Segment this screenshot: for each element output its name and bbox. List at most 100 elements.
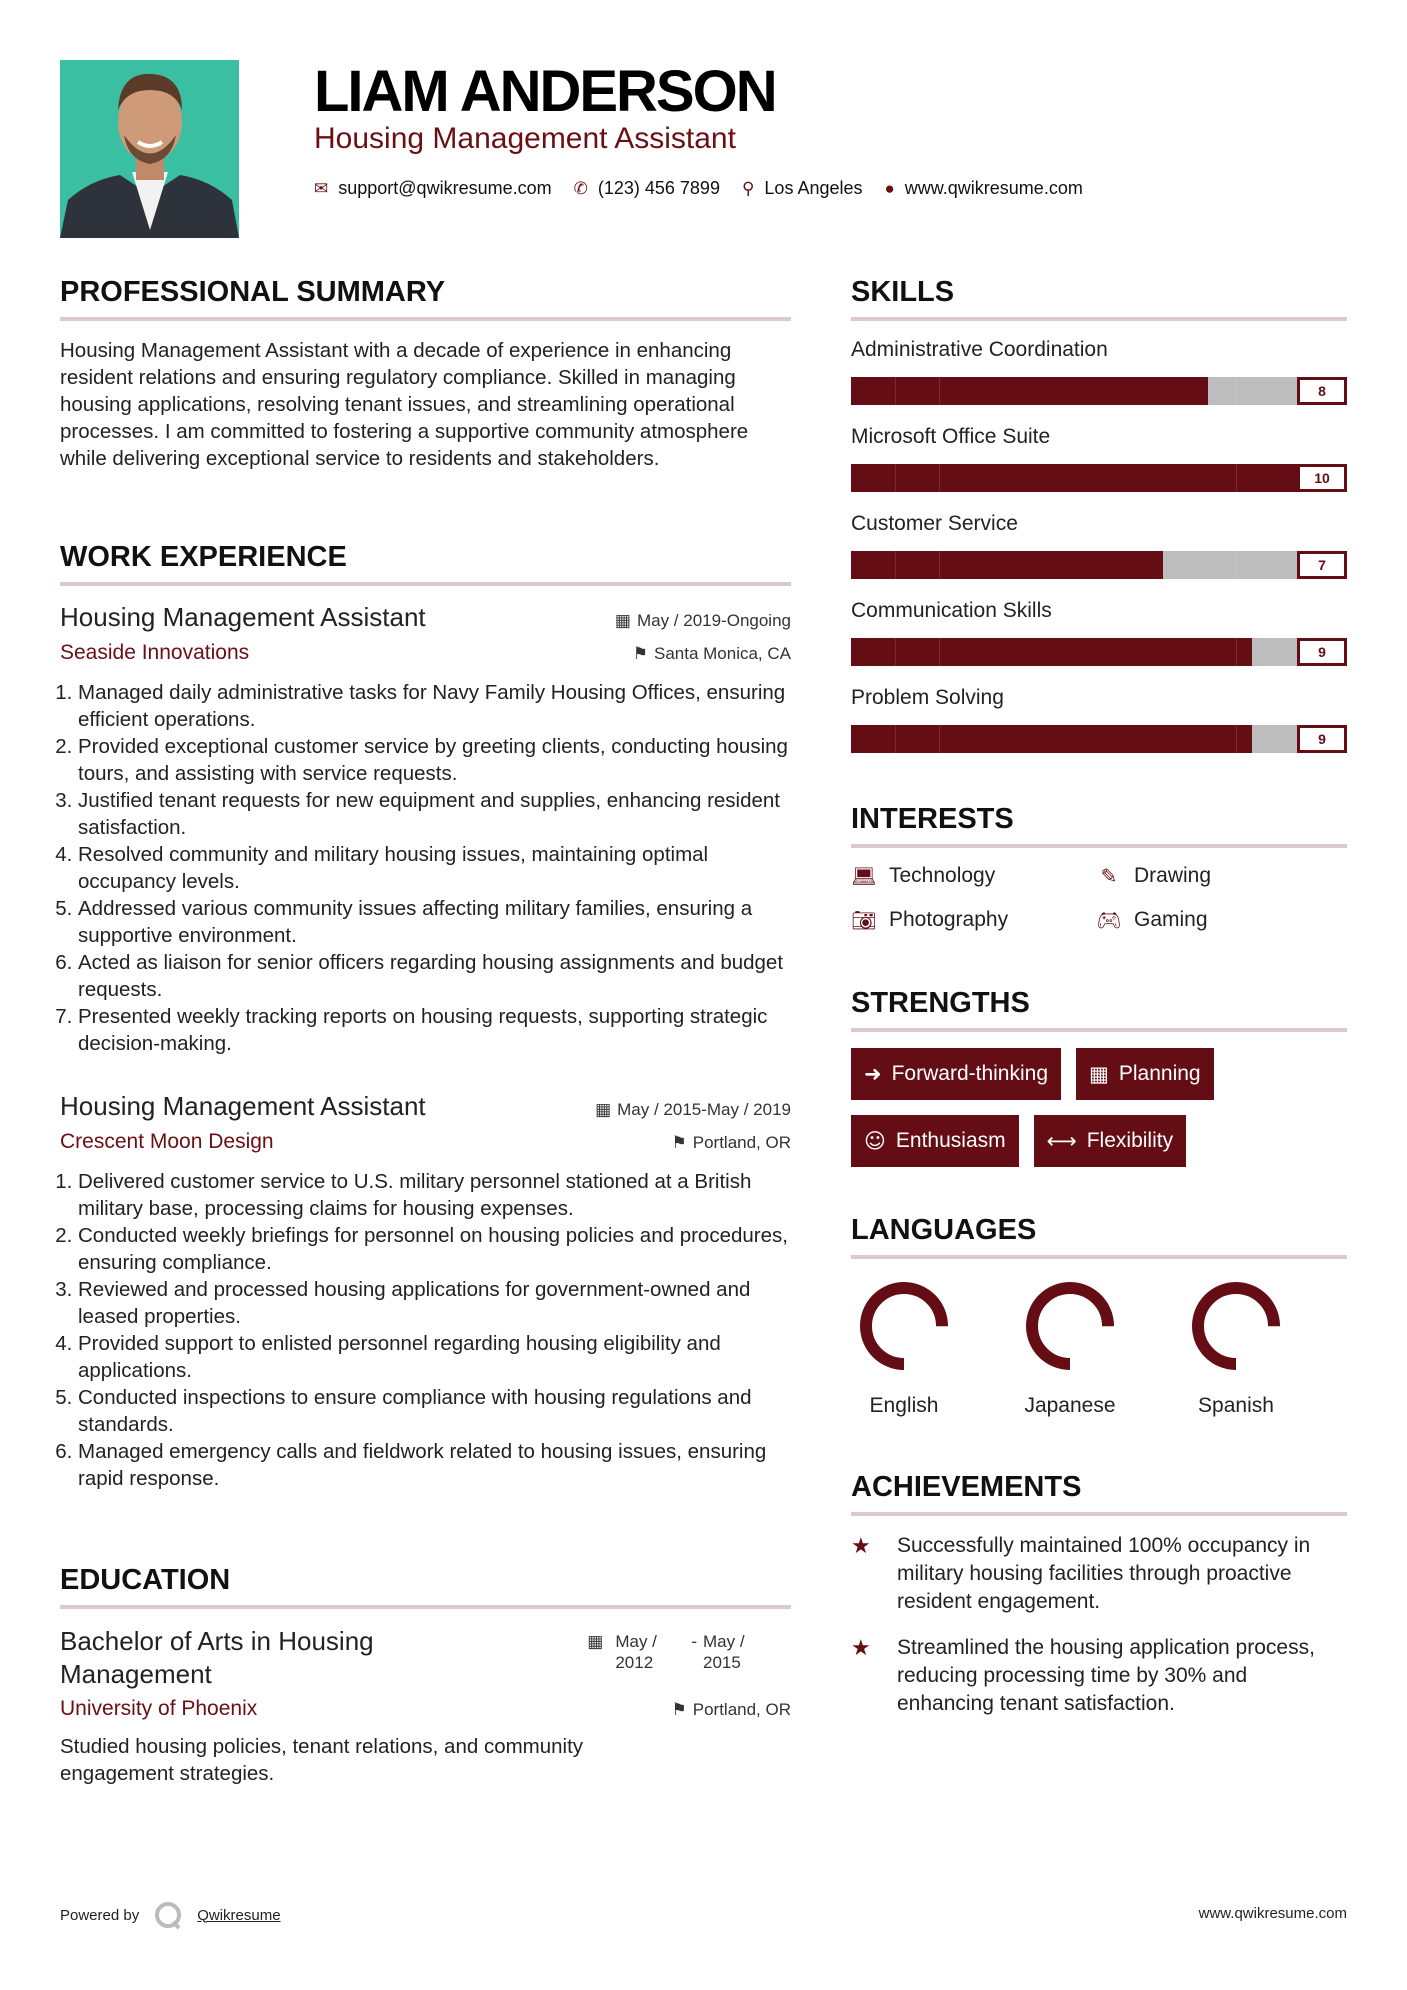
skill-name: Problem Solving	[851, 686, 1004, 709]
globe-icon: ●	[884, 178, 895, 198]
achievement-item: ★ Successfully maintained 100% occupancy …	[851, 1532, 1347, 1616]
calendar-icon: ▦	[1089, 1062, 1109, 1086]
skill-item: Problem Solving 9	[851, 685, 1347, 772]
list-item: Reviewed and processed housing applicati…	[78, 1276, 791, 1330]
skill-item: Customer Service 7	[851, 511, 1347, 598]
skills-section: SKILLS Administrative Coordination 8 Micro…	[851, 276, 1347, 772]
achievement-text: Streamlined the housing application proc…	[897, 1636, 1315, 1715]
language-proficiency-ring	[1026, 1282, 1114, 1370]
company-name: Crescent Moon Design	[60, 1130, 274, 1153]
candidate-title: Housing Management Assistant	[314, 122, 736, 155]
smile-icon: ☺	[864, 1129, 886, 1153]
bar-segment-divider	[939, 725, 940, 753]
location-text: Santa Monica, CA	[653, 644, 791, 663]
bar-segment-divider	[939, 377, 940, 405]
language-name: English	[869, 1394, 939, 1417]
interest-item: 📷︎ Photography	[851, 908, 1096, 932]
achievement-text: Successfully maintained 100% occupancy i…	[897, 1534, 1311, 1613]
section-heading: STRENGTHS	[851, 987, 1347, 1032]
list-item: Provided support to enlisted personnel r…	[78, 1330, 791, 1384]
skill-item: Administrative Coordination 8	[851, 337, 1347, 424]
phone-text: (123) 456 7899	[597, 178, 720, 198]
language-item: English	[859, 1281, 949, 1418]
experience-section: WORK EXPERIENCE Housing Management Assis…	[60, 541, 791, 1492]
skill-score: 8	[1297, 377, 1347, 405]
website-link[interactable]: www.qwikresume.com	[904, 178, 1083, 198]
date-text: May / 2015-May / 2019	[617, 1100, 791, 1119]
company-name: Seaside Innovations	[60, 641, 250, 664]
strength-name: Enthusiasm	[895, 1129, 1006, 1152]
job-entry: Housing Management Assistant ▦ May / 2019-…	[60, 602, 791, 1057]
skill-item: Communication Skills 9	[851, 598, 1347, 685]
job-title: Housing Management Assistant	[60, 1091, 426, 1121]
section-heading: WORK EXPERIENCE	[60, 541, 791, 586]
job-dates: ▦ May / 2015-May / 2019	[595, 1100, 791, 1120]
skill-name: Administrative Coordination	[851, 338, 1108, 361]
school-location: Portland, OR	[692, 1700, 791, 1719]
strength-badge: ⟷ Flexibility	[1033, 1115, 1187, 1167]
responsibilities-list: Managed daily administrative tasks for N…	[60, 679, 791, 1057]
language-proficiency-ring	[1192, 1282, 1280, 1370]
skill-bar: 10	[851, 464, 1347, 492]
section-heading: SKILLS	[851, 276, 1347, 321]
list-item: Addressed various community issues affec…	[78, 895, 791, 949]
responsibilities-list: Delivered customer service to U.S. milit…	[60, 1168, 791, 1492]
bar-segment-divider	[939, 638, 940, 666]
footer-website[interactable]: www.qwikresume.com	[1198, 1905, 1347, 1922]
email-link[interactable]: support@qwikresume.com	[338, 178, 552, 198]
skill-name: Communication Skills	[851, 599, 1052, 622]
location-text: Portland, OR	[692, 1133, 791, 1152]
bar-segment-divider	[1236, 725, 1237, 753]
education-section: EDUCATION Bachelor of Arts in Housing Ma…	[60, 1564, 791, 1787]
school-name: University of Phoenix	[60, 1697, 258, 1720]
interest-name: Photography	[889, 908, 1009, 931]
skill-bar: 9	[851, 638, 1347, 666]
powered-by-text: Powered by	[60, 1906, 140, 1924]
languages-section: LANGUAGES English Japanese Spanish	[851, 1214, 1347, 1418]
bar-segment-divider	[1236, 464, 1237, 492]
interest-item: 🎮︎ Gaming	[1096, 908, 1341, 932]
end-date: May / 2015	[703, 1632, 745, 1672]
bar-segment-divider	[1236, 377, 1237, 405]
section-heading: INTERESTS	[851, 803, 1347, 848]
skill-item: Microsoft Office Suite 10	[851, 424, 1347, 511]
skill-bar: 8	[851, 377, 1347, 405]
section-heading: LANGUAGES	[851, 1214, 1347, 1259]
candidate-name: LIAM ANDERSON	[314, 59, 778, 124]
arrows-horizontal-icon: ⟷	[1046, 1129, 1077, 1153]
laptop-icon: 💻︎	[851, 864, 877, 888]
calendar-icon: ▦	[587, 1632, 604, 1651]
job-dates: ▦ May / 2019-Ongoing	[615, 611, 791, 631]
brand-link[interactable]: Qwikresume	[197, 1906, 281, 1924]
footer-left: Powered by Qwikresume	[60, 1900, 281, 1930]
strength-badge: ▦ Planning	[1076, 1048, 1214, 1100]
strength-name: Forward-thinking	[891, 1062, 1049, 1085]
date-separator: -	[691, 1632, 697, 1651]
language-item: Japanese	[1024, 1281, 1116, 1418]
map-pin-icon: ⚲	[741, 178, 755, 198]
skill-name: Microsoft Office Suite	[851, 425, 1051, 448]
list-item: Resolved community and military housing …	[78, 841, 791, 895]
list-item: Conducted inspections to ensure complian…	[78, 1384, 791, 1438]
education-description: Studied housing policies, tenant relatio…	[60, 1735, 584, 1785]
section-heading: ACHIEVEMENTS	[851, 1471, 1347, 1516]
qwikresume-logo-icon	[155, 1902, 182, 1930]
list-item: Conducted weekly briefings for personnel…	[78, 1222, 791, 1276]
profile-photo	[60, 60, 239, 238]
language-item: Spanish	[1191, 1281, 1281, 1418]
skill-name: Customer Service	[851, 512, 1018, 535]
star-icon: ★	[851, 1635, 871, 1660]
contact-info: ✉ support@qwikresume.com ✆ (123) 456 789…	[314, 178, 1083, 199]
section-heading: EDUCATION	[60, 1564, 791, 1609]
job-subheader: Crescent Moon Design ⚑ Portland, OR	[60, 1130, 791, 1154]
list-item: Presented weekly tracking reports on hou…	[78, 1003, 791, 1057]
bar-segment-divider	[1236, 551, 1237, 579]
job-location: ⚑ Santa Monica, CA	[633, 644, 791, 664]
education-dates: ▦ May / 2012 - May / 2015	[587, 1631, 763, 1691]
interest-item: ✎ Drawing	[1096, 864, 1341, 888]
job-header: Housing Management Assistant ▦ May / 2019-…	[60, 602, 791, 633]
job-subheader: Seaside Innovations ⚑ Santa Monica, CA	[60, 641, 791, 665]
skill-score: 7	[1297, 551, 1347, 579]
arrow-right-icon: ➜	[864, 1062, 882, 1086]
degree-title: Bachelor of Arts in Housing Management	[60, 1626, 374, 1689]
